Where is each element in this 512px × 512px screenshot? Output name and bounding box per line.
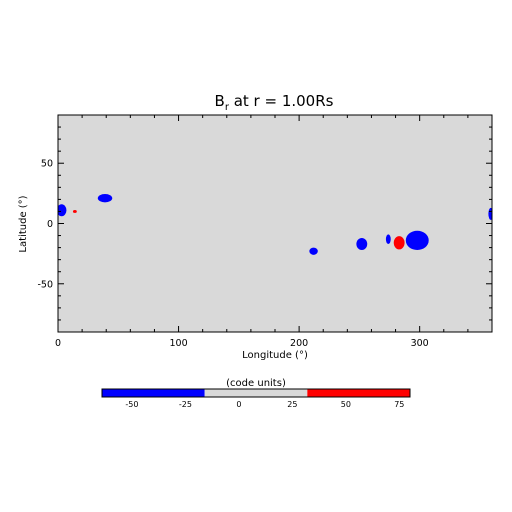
x-tick-label: 200 — [290, 338, 308, 349]
colorbar-frame — [101, 388, 411, 398]
feature-1-negative — [58, 204, 67, 217]
colorbar-segment-2 — [204, 389, 308, 397]
title-subscript: r — [225, 102, 230, 113]
title-main: B — [215, 92, 225, 110]
x-tick-label: 300 — [411, 338, 429, 349]
feature-7-positive — [393, 236, 405, 250]
colorbar-segment-1 — [102, 389, 205, 397]
feature-6-negative — [385, 234, 391, 244]
x-tick-label: 0 — [55, 338, 61, 349]
colorbar-tick-label: 0 — [236, 400, 241, 409]
colorbar-tick-label: 75 — [394, 400, 404, 409]
x-axis-label: Longitude (°) — [242, 350, 308, 361]
colorbar-tick-label: -50 — [125, 400, 138, 409]
tick-labels: 0 100 200 300 -50 0 50 — [37, 159, 428, 349]
y-tick-label: 50 — [41, 159, 53, 170]
feature-8-negative — [405, 230, 429, 251]
colorbar-tick-label: 25 — [287, 400, 297, 409]
plot-frame — [57, 114, 493, 333]
feature-3-positive — [72, 209, 77, 213]
y-tick-label: 0 — [47, 219, 53, 230]
field-features — [58, 193, 492, 255]
colorbar-ticks: -50 -25 0 25 50 75 — [125, 400, 404, 409]
colorbar — [101, 388, 411, 398]
colorbar-tick-label: -25 — [179, 400, 192, 409]
y-tick-label: -50 — [37, 279, 53, 290]
colorbar-label: (code units) — [226, 378, 286, 389]
y-axis-label: Latitude (°) — [18, 195, 29, 252]
x-tick-label: 100 — [169, 338, 187, 349]
chart-title: Br at r = 1.00Rs — [215, 92, 334, 113]
feature-9-negative — [488, 207, 492, 220]
colorbar-tick-label: 50 — [341, 400, 351, 409]
feature-5-negative — [356, 237, 368, 251]
feature-2-negative — [97, 193, 113, 203]
feature-4-negative — [309, 247, 318, 255]
colorbar-segment-3 — [307, 389, 410, 397]
title-suffix: at r = 1.00Rs — [229, 92, 334, 110]
plot-background — [58, 115, 492, 332]
